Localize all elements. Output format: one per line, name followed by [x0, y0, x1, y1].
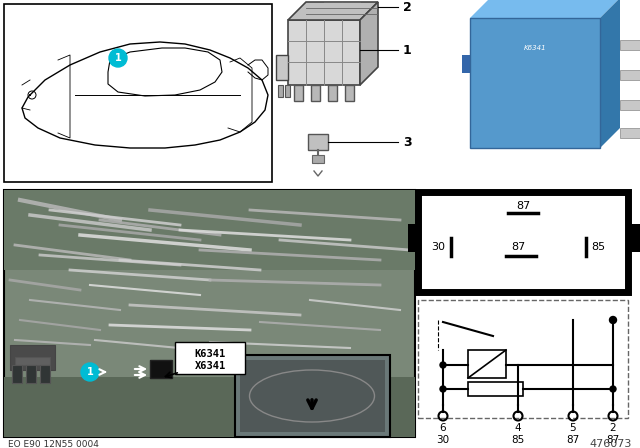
Bar	[276, 55, 288, 80]
Bar	[26, 365, 36, 383]
Text: 87: 87	[516, 201, 530, 211]
Text: 2: 2	[610, 423, 616, 433]
Circle shape	[440, 386, 446, 392]
Bar	[328, 85, 337, 101]
Bar	[470, 18, 600, 148]
Bar	[278, 85, 283, 97]
Circle shape	[609, 316, 616, 323]
Text: 87: 87	[606, 435, 620, 445]
Text: 85: 85	[511, 435, 525, 445]
Bar	[240, 360, 385, 432]
Bar	[4, 4, 272, 182]
Bar	[470, 18, 600, 148]
Text: 30: 30	[436, 435, 449, 445]
Text: K6341: K6341	[524, 45, 547, 51]
Text: 476073: 476073	[589, 439, 632, 448]
Bar	[628, 224, 640, 252]
Bar	[468, 382, 523, 396]
Bar	[40, 365, 50, 383]
Text: 3: 3	[403, 135, 412, 148]
Circle shape	[109, 49, 127, 67]
Text: 1: 1	[86, 367, 93, 377]
Polygon shape	[470, 0, 620, 18]
Text: 30: 30	[431, 242, 445, 252]
Text: 4: 4	[515, 423, 522, 433]
Bar	[175, 342, 245, 374]
Bar	[294, 85, 303, 101]
Bar	[4, 190, 415, 437]
Text: 6: 6	[440, 423, 446, 433]
Text: 87: 87	[566, 435, 580, 445]
Text: EO E90 12N55 0004: EO E90 12N55 0004	[8, 439, 99, 448]
Text: 1: 1	[403, 43, 412, 56]
Bar	[418, 300, 628, 418]
Bar	[620, 40, 640, 50]
Polygon shape	[360, 2, 378, 85]
Text: K6341: K6341	[195, 349, 226, 359]
Bar	[620, 128, 640, 138]
Bar	[620, 70, 640, 80]
Text: 85: 85	[591, 242, 605, 252]
Bar	[150, 360, 172, 378]
Bar	[620, 100, 640, 110]
Bar	[10, 345, 55, 370]
Bar	[468, 350, 506, 378]
Polygon shape	[600, 0, 620, 148]
Bar	[462, 55, 470, 73]
Bar	[288, 20, 360, 85]
Bar	[235, 355, 390, 437]
Bar	[285, 85, 290, 97]
Bar	[4, 190, 415, 270]
Text: 2: 2	[403, 0, 412, 13]
Bar	[12, 365, 22, 383]
Bar	[312, 155, 324, 163]
Circle shape	[81, 363, 99, 381]
Bar	[311, 85, 320, 101]
Text: 87: 87	[511, 242, 525, 252]
Text: X6341: X6341	[195, 361, 226, 371]
Bar	[345, 85, 354, 101]
Text: 1: 1	[115, 53, 122, 63]
Text: 5: 5	[570, 423, 576, 433]
Bar	[15, 357, 50, 365]
Bar	[4, 377, 415, 437]
Circle shape	[610, 386, 616, 392]
Bar	[408, 224, 418, 252]
Circle shape	[440, 362, 446, 368]
Bar	[418, 192, 628, 292]
Polygon shape	[288, 2, 378, 20]
Bar	[308, 134, 328, 150]
